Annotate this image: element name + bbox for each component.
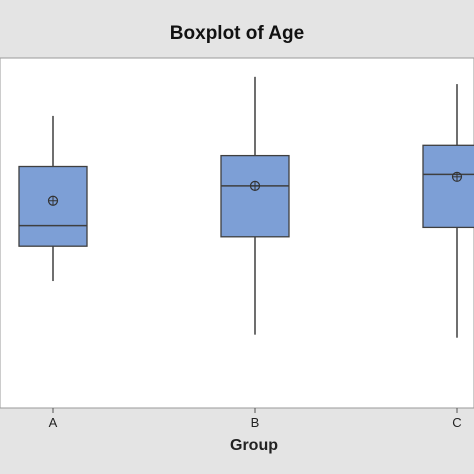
x-tick-label-a: A [49, 415, 58, 430]
x-tick-label-b: B [251, 415, 260, 430]
chart-title: Boxplot of Age [170, 23, 304, 44]
box-b [220, 154, 290, 238]
box-a [18, 165, 88, 247]
x-tick-label-c: C [452, 415, 461, 430]
boxplot-marks: A B C [18, 76, 474, 430]
box-c [422, 144, 474, 229]
x-axis-label: Group [230, 437, 278, 454]
